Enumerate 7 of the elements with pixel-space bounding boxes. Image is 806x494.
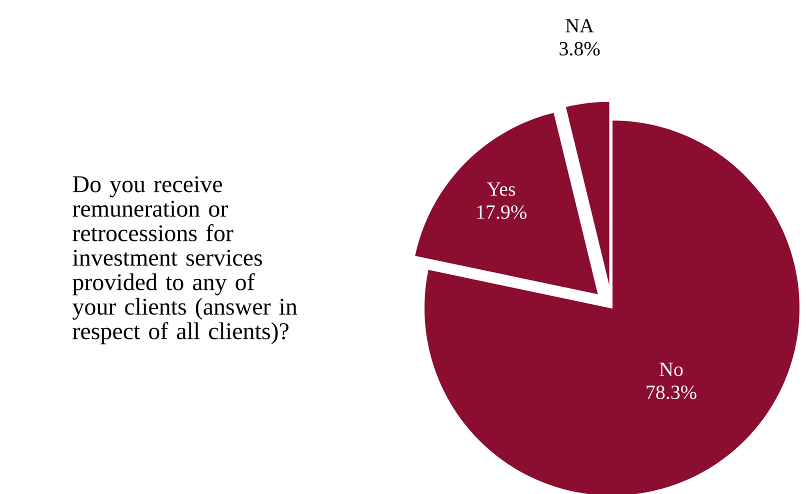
data-label: 3.8% [560, 42, 600, 56]
slice-label: No [660, 362, 683, 376]
data-label: 78.3% [646, 386, 696, 400]
slice-label: NA [566, 19, 594, 32]
data-label: 17.9% [477, 205, 526, 219]
text: Do you receive remuneration or retrocessions for investment services provided to any of your clients (answer in respect of all clients)? [72, 176, 298, 344]
slice-label: Yes [486, 182, 516, 196]
